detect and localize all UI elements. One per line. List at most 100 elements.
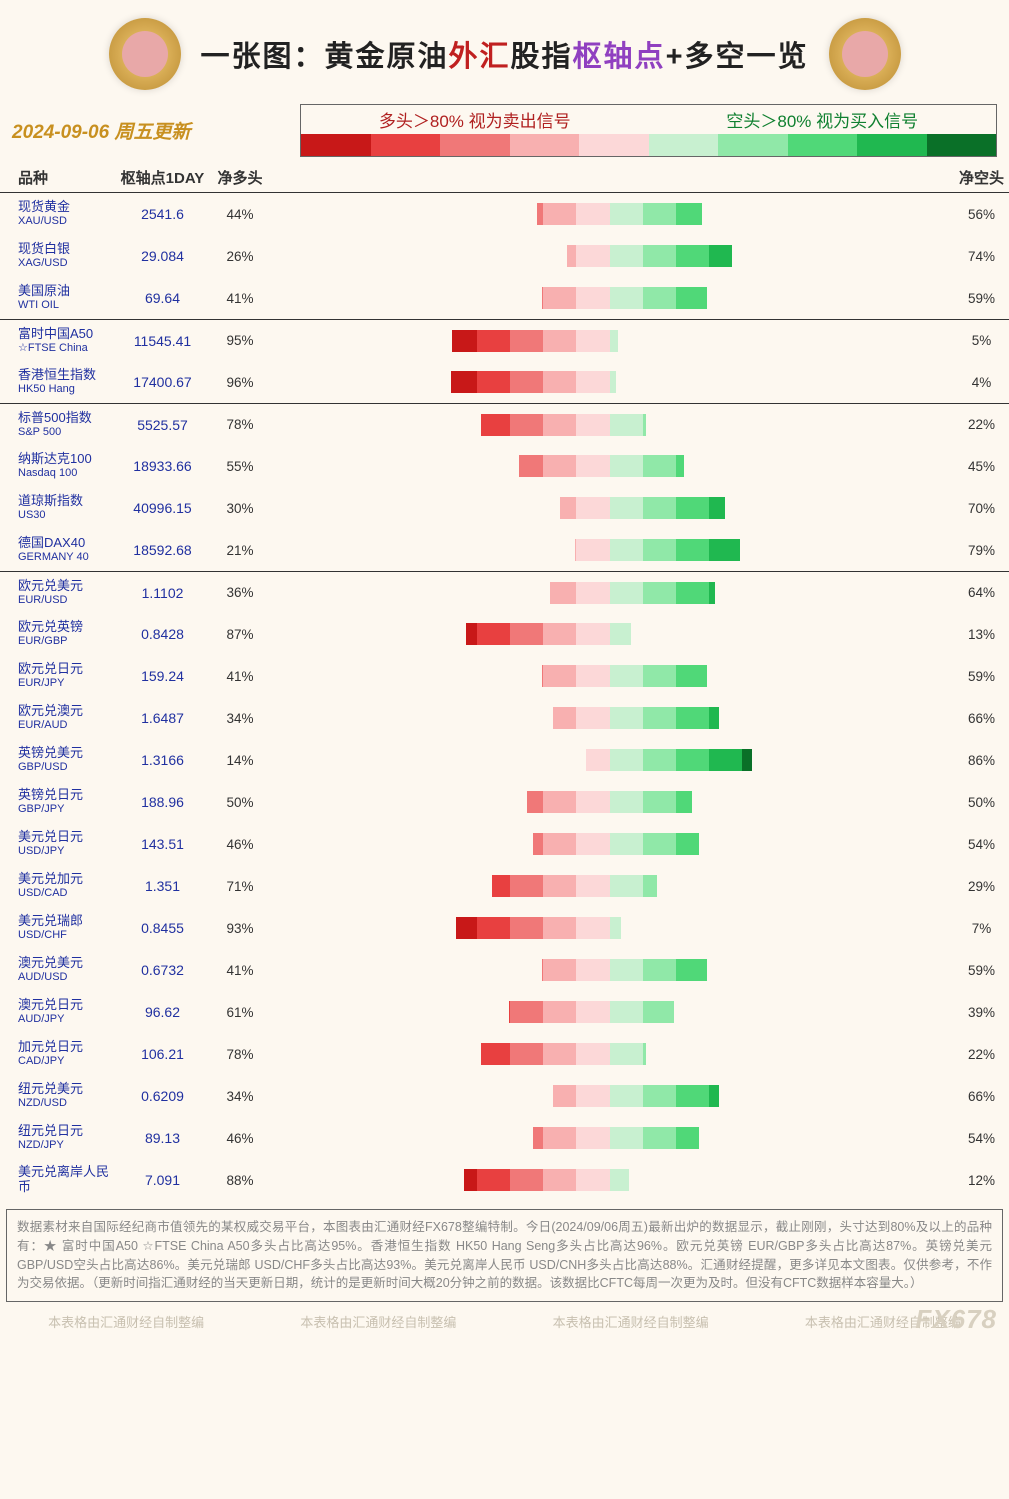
net-short-value: 66%: [954, 711, 1009, 726]
logo-right: [829, 18, 901, 90]
pivot-value: 1.3166: [110, 752, 215, 768]
net-short-value: 4%: [954, 375, 1009, 390]
bar-segment: [477, 917, 510, 939]
net-long-value: 71%: [215, 879, 265, 894]
net-long-value: 30%: [215, 501, 265, 516]
data-row: 加元兑日元CAD/JPY106.2178%22%: [0, 1033, 1009, 1075]
watermark: 本表格由汇通财经自制整编: [553, 1312, 709, 1331]
data-row: 道琼斯指数US3040996.1530%70%: [0, 487, 1009, 529]
net-long-value: 41%: [215, 963, 265, 978]
bar-long: [265, 875, 610, 897]
bar-long: [265, 497, 610, 519]
net-long-value: 95%: [215, 333, 265, 348]
bar-segment: [643, 833, 676, 855]
bar-segment: [543, 414, 576, 436]
bar-segment: [676, 959, 707, 981]
update-date: 2024-09-06 周五更新: [12, 117, 292, 144]
bar-segment: [543, 665, 576, 687]
pivot-value: 17400.67: [110, 374, 215, 390]
bar-segment: [576, 539, 609, 561]
bar-segment: [576, 245, 609, 267]
bar-short: [610, 1043, 955, 1065]
bar-short: [610, 371, 955, 393]
instrument-label: 纽元兑日元NZD/JPY: [0, 1124, 110, 1152]
data-row: 美元兑日元USD/JPY143.5146%54%: [0, 823, 1009, 865]
data-row: 英镑兑日元GBP/JPY188.9650%50%: [0, 781, 1009, 823]
bar-segment: [610, 497, 643, 519]
bar-segment: [676, 582, 709, 604]
bar-short: [610, 707, 955, 729]
bar-container: [265, 749, 954, 771]
instrument-label: 美国原油WTI OIL: [0, 284, 110, 312]
pivot-value: 0.8455: [110, 920, 215, 936]
bar-segment: [676, 203, 702, 225]
net-long-value: 46%: [215, 837, 265, 852]
pivot-value: 1.1102: [110, 585, 215, 601]
bar-segment: [543, 1169, 576, 1191]
pivot-value: 0.8428: [110, 626, 215, 642]
net-long-value: 41%: [215, 669, 265, 684]
bar-segment: [610, 833, 643, 855]
data-row: 英镑兑美元GBP/USD1.316614%86%: [0, 739, 1009, 781]
bar-segment: [576, 833, 609, 855]
bar-segment: [643, 455, 676, 477]
bar-container: [265, 917, 954, 939]
bar-segment: [610, 791, 643, 813]
bar-segment: [676, 707, 709, 729]
bar-container: [265, 875, 954, 897]
bar-short: [610, 287, 955, 309]
bar-segment: [676, 749, 709, 771]
bar-container: [265, 959, 954, 981]
logo-left: [109, 18, 181, 90]
legend-swatch: [371, 134, 441, 156]
bar-segment: [576, 959, 609, 981]
net-short-value: 12%: [954, 1173, 1009, 1188]
column-headers: 品种 枢轴点1DAY 净多头 净空头: [0, 163, 1009, 193]
page-title: 一张图：黄金原油外汇股指枢轴点+多空一览: [201, 33, 809, 75]
bar-segment: [610, 875, 643, 897]
bar-short: [610, 414, 955, 436]
pivot-value: 159.24: [110, 668, 215, 684]
data-row: 美元兑离岸人民币7.09188%12%: [0, 1159, 1009, 1201]
data-row: 欧元兑英镑EUR/GBP0.842887%13%: [0, 613, 1009, 655]
bar-long: [265, 1127, 610, 1149]
bar-segment: [576, 1085, 609, 1107]
bar-segment: [477, 371, 510, 393]
bar-segment: [576, 330, 609, 352]
bar-segment: [533, 1127, 543, 1149]
bar-short: [610, 539, 955, 561]
bar-long: [265, 582, 610, 604]
instrument-label: 标普500指数S&P 500: [0, 411, 110, 439]
bar-segment: [576, 203, 609, 225]
net-long-value: 34%: [215, 711, 265, 726]
net-short-value: 59%: [954, 963, 1009, 978]
net-long-value: 21%: [215, 543, 265, 558]
bar-segment: [576, 623, 609, 645]
bar-container: [265, 1001, 954, 1023]
title-suffix: +多空一览: [666, 41, 809, 73]
bar-segment: [464, 1169, 477, 1191]
net-short-value: 22%: [954, 1047, 1009, 1062]
bar-segment: [709, 1085, 719, 1107]
instrument-label: 香港恒生指数HK50 Hang: [0, 368, 110, 396]
pivot-value: 2541.6: [110, 206, 215, 222]
bar-segment: [553, 707, 576, 729]
bar-segment: [643, 287, 676, 309]
legend-short-signal: 空头＞80% 视为买入信号: [726, 107, 918, 132]
data-row: 美国原油WTI OIL69.6441%59%: [0, 277, 1009, 319]
bar-segment: [543, 1127, 576, 1149]
net-short-value: 5%: [954, 333, 1009, 348]
bar-segment: [576, 1043, 609, 1065]
data-row: 德国DAX40GERMANY 4018592.6821%79%: [0, 529, 1009, 571]
instrument-label: 现货白银XAG/USD: [0, 242, 110, 270]
bar-segment: [610, 749, 643, 771]
bar-segment: [510, 917, 543, 939]
data-row: 标普500指数S&P 5005525.5778%22%: [0, 403, 1009, 445]
bar-segment: [543, 203, 576, 225]
bar-segment: [742, 749, 752, 771]
bar-container: [265, 582, 954, 604]
bar-segment: [519, 455, 544, 477]
bar-segment: [643, 1085, 676, 1107]
bar-segment: [576, 791, 609, 813]
bar-segment: [610, 539, 643, 561]
